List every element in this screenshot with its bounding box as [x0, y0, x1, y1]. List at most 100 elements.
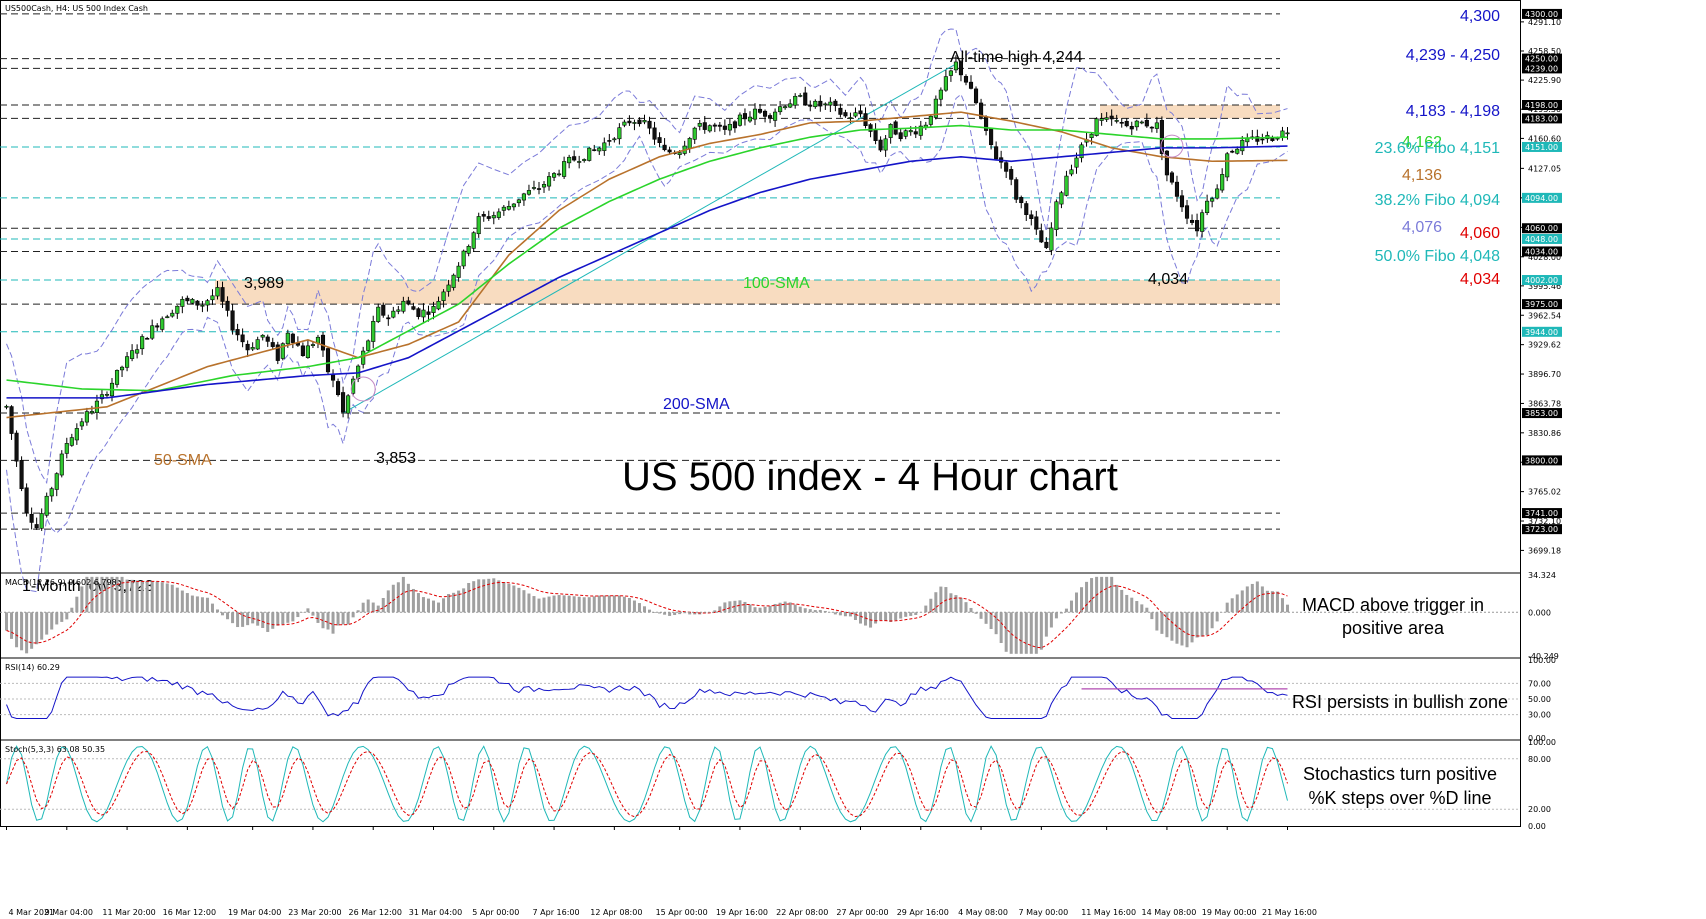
x-tick-label: 7 Apr 16:00 [533, 908, 580, 917]
candle-body [531, 187, 537, 189]
price-tag [1522, 508, 1562, 519]
candle-body [903, 130, 908, 137]
candle-body [541, 184, 547, 188]
candle-body [441, 291, 446, 301]
candle-body [1079, 144, 1084, 159]
stoch-d-line [6, 750, 1288, 818]
price-tag-label: 4183.00 [1525, 114, 1558, 123]
right-label: 23.6% Fibo 4,151 [1375, 140, 1501, 157]
stoch-k-line [6, 745, 1288, 823]
candle-body [938, 89, 943, 100]
candle-body [1164, 150, 1169, 176]
candle-body [34, 524, 39, 529]
candle-body [1169, 172, 1175, 183]
candle-body [968, 81, 974, 89]
candle-body [94, 400, 99, 413]
candle-body [290, 333, 295, 343]
candle-body [702, 122, 707, 130]
price-tick-label: 4127.05 [1528, 164, 1561, 173]
x-tick-label: 7 May 00:00 [1018, 908, 1068, 917]
candle-body [1240, 139, 1245, 152]
candle-body [1280, 130, 1285, 137]
stoch-tick-label: 100.00 [1528, 738, 1556, 747]
candle-body [155, 325, 160, 328]
candle-body [64, 443, 69, 454]
price-tick-label: 4258.50 [1528, 47, 1561, 56]
candle-body [511, 203, 516, 208]
candle-body [371, 321, 376, 342]
candle-body [366, 340, 371, 351]
candle-body [773, 111, 778, 121]
candle-body [125, 356, 130, 368]
candle-body [1174, 181, 1180, 197]
candle-body [1225, 153, 1230, 178]
candle-body [280, 343, 285, 359]
candle-body [828, 101, 833, 106]
candle-body [104, 394, 110, 396]
price-tag-label: 4002.00 [1525, 276, 1558, 285]
symbol-label: US500Cash, H4: US 500 Index Cash [5, 4, 148, 13]
candle-body [1044, 241, 1049, 248]
crossover-circle [350, 376, 376, 402]
candle-body [180, 299, 185, 307]
candle-body [381, 304, 386, 316]
macd-note: MACD above trigger in [1302, 595, 1484, 615]
x-tick-label: 5 Apr 00:00 [472, 908, 519, 917]
x-tick-label: 11 Mar 20:00 [102, 908, 155, 917]
bollinger-lower [6, 93, 1288, 593]
annotation-4034: 4,034 [1148, 271, 1188, 288]
macd-note: positive area [1342, 618, 1445, 638]
candle-body [943, 76, 948, 91]
x-tick-label: 22 Apr 08:00 [776, 908, 828, 917]
price-tick-label: 4160.60 [1528, 134, 1561, 143]
price-tag-label: 4198.00 [1525, 101, 1558, 110]
candle-body [230, 310, 235, 331]
candle-body [1220, 174, 1225, 191]
candle-body [737, 114, 742, 126]
macd-tick-label: -40.249 [1528, 652, 1559, 661]
candle-body [717, 124, 722, 127]
candle-body [170, 312, 175, 317]
candle-body [667, 149, 672, 153]
price-tag-label: 4094.00 [1525, 194, 1558, 203]
candle-body [1099, 118, 1104, 121]
candle-body [59, 453, 64, 476]
bollinger-upper [6, 28, 1288, 485]
candle-body [1235, 148, 1240, 154]
candle-body [74, 428, 79, 441]
price-tag-label: 4250.00 [1525, 55, 1558, 64]
candle-body [416, 308, 421, 317]
candle-body [190, 299, 195, 304]
candle-body [1039, 230, 1044, 243]
right-label: 4,076 [1402, 219, 1442, 236]
candle-body [285, 332, 290, 345]
candle-body [1129, 125, 1134, 130]
x-tick-label: 31 Mar 04:00 [409, 908, 462, 917]
candle-body [1069, 169, 1074, 175]
price-tick-label: 3896.70 [1528, 370, 1561, 379]
price-tick-label: 4291.10 [1528, 18, 1561, 27]
candle-body [1230, 150, 1235, 153]
x-tick-label: 19 Apr 16:00 [716, 908, 768, 917]
candle-body [697, 122, 702, 127]
candle-body [687, 138, 692, 149]
price-tag [1522, 408, 1562, 419]
price-tag [1522, 63, 1562, 74]
price-tag-label: 3975.00 [1525, 300, 1558, 309]
candle-body [873, 128, 878, 141]
price-tick-label: 3863.78 [1528, 399, 1561, 408]
candle-body [1179, 195, 1185, 208]
candle-body [918, 125, 923, 136]
candle-body [145, 338, 150, 340]
candle-body [79, 421, 84, 427]
candle-body [160, 318, 165, 330]
price-tag [1522, 524, 1562, 535]
candle-body [135, 349, 140, 354]
candle-body [572, 156, 577, 161]
candle-body [768, 115, 773, 119]
candle-body [757, 108, 763, 113]
candle-body [260, 334, 265, 338]
candle-body [325, 348, 331, 373]
label-200-sma: 200-SMA [663, 396, 730, 413]
price-tick-label: 3732.10 [1528, 517, 1561, 526]
